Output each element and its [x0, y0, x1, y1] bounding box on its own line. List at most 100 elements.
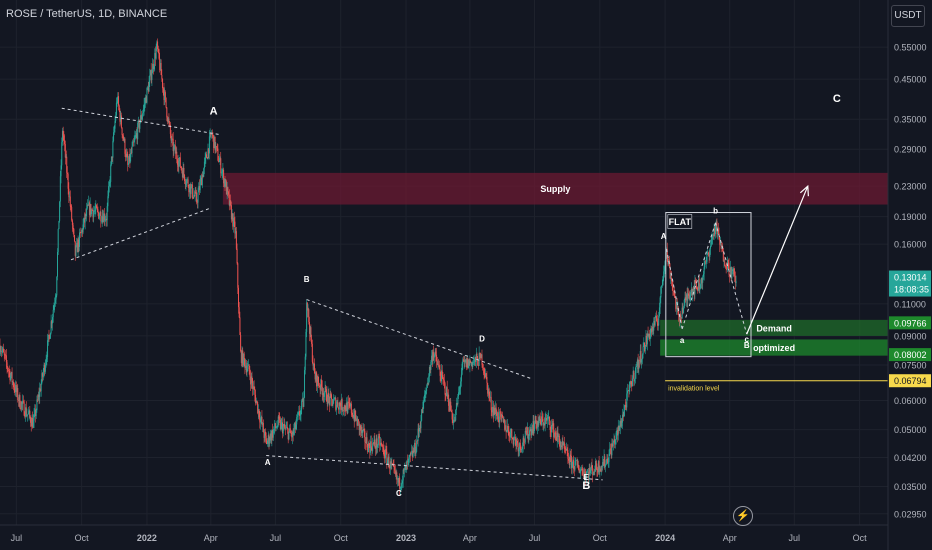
candle-body [580, 469, 582, 472]
candle-body [179, 157, 181, 168]
candle-body [401, 480, 403, 484]
candle-body [311, 340, 313, 344]
candle-body [198, 186, 200, 193]
candle-body [460, 381, 462, 388]
candle-body [182, 167, 184, 178]
candle-body [585, 473, 587, 479]
candle-body [562, 441, 564, 445]
candle-body [142, 108, 144, 114]
candle-body [348, 402, 350, 404]
candle-body [140, 115, 142, 120]
candle-body [698, 278, 700, 289]
candle-body [724, 261, 726, 267]
candle-body [185, 183, 187, 185]
candle-body [650, 328, 652, 334]
candle-body [135, 135, 137, 138]
candle-body [411, 450, 413, 453]
candle-body [168, 118, 170, 123]
candle-body [283, 424, 285, 427]
candle-body [242, 350, 244, 366]
x-tick-label: Apr [463, 533, 477, 543]
candle-body [19, 395, 21, 408]
candle-body [286, 427, 288, 428]
candle-body [576, 459, 578, 466]
candle-body [201, 174, 203, 186]
candle-body [3, 348, 5, 353]
candle-body [191, 184, 193, 187]
candle-body [540, 420, 542, 425]
candle-body [83, 217, 85, 223]
candle-body [107, 196, 109, 207]
candle-body [56, 276, 58, 296]
candle-body [84, 214, 86, 223]
candle-body [120, 115, 122, 122]
candle-body [551, 425, 553, 433]
candle-body [224, 178, 226, 187]
candle-body [134, 137, 136, 141]
candle-body [291, 434, 293, 438]
candle-body [300, 408, 302, 415]
y-tick-label: 0.23000 [894, 182, 927, 192]
candle-body [475, 353, 477, 362]
candle-body [230, 205, 232, 220]
candle-body [492, 406, 494, 413]
candle-body [470, 361, 472, 363]
candle-body [589, 468, 591, 474]
candle-body [486, 377, 488, 383]
candle-body [231, 213, 233, 220]
candle-body [61, 142, 63, 166]
candle-body [592, 467, 594, 475]
candle-body [64, 140, 66, 145]
candle-body [15, 385, 17, 393]
candle-body [204, 157, 206, 162]
currency-button[interactable]: USDT [891, 5, 925, 27]
candle-body [54, 299, 56, 304]
candle-body [521, 446, 523, 450]
candle-body [266, 440, 268, 444]
candle-body [251, 376, 253, 383]
candle-body [555, 432, 557, 437]
candle-body [597, 461, 599, 473]
candle-body [389, 461, 391, 469]
candle-body [664, 261, 666, 267]
zone-label-supply: Supply [540, 184, 570, 194]
candle-body [670, 277, 672, 279]
candle-body [469, 361, 471, 366]
candle-body [216, 146, 218, 149]
candle-body [93, 211, 95, 218]
candle-body [306, 302, 308, 332]
zone-label-optimized: optimized [753, 343, 795, 353]
candle-body [675, 302, 677, 309]
candle-body [387, 460, 389, 464]
candle-body [330, 393, 332, 395]
candle-body [725, 266, 727, 269]
candle-body [732, 269, 734, 272]
candle-body [443, 379, 445, 381]
candle-body [264, 431, 266, 438]
price-label-current [889, 270, 931, 297]
candle-body [305, 331, 307, 357]
tradingview-logo-icon[interactable]: ⚡ [733, 506, 753, 526]
candle-body [226, 187, 228, 195]
candle-body [360, 425, 362, 431]
candle-body [320, 379, 322, 390]
candle-body [683, 307, 685, 314]
zone-label-demand: Demand [756, 323, 792, 333]
candle-body [6, 362, 8, 368]
candle-body [582, 474, 584, 478]
candle-body [377, 436, 379, 446]
candle-body [726, 268, 728, 269]
candle-body [691, 289, 693, 296]
candle-body [357, 419, 359, 426]
candle-body [239, 317, 241, 336]
wave-label: E [584, 473, 590, 482]
y-tick-label: 0.19000 [894, 212, 927, 222]
candle-body [282, 426, 284, 434]
candle-body [209, 133, 211, 137]
candle-body [176, 159, 178, 165]
candle-body [92, 210, 94, 218]
wave-label: B [304, 275, 310, 284]
candle-body [257, 409, 259, 413]
candle-body [203, 161, 205, 169]
